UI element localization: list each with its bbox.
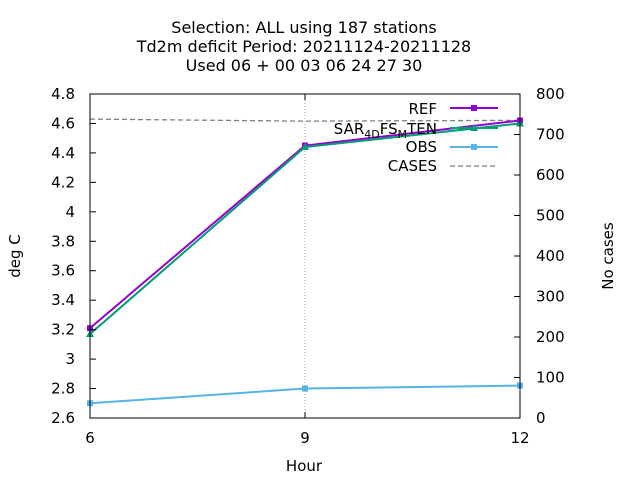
title-line-3: Used 06 + 00 03 06 24 27 30 [186, 56, 423, 75]
y-tick-label: 4.8 [51, 85, 75, 103]
y2-axis-label: No cases [599, 222, 617, 290]
legend-sar-fs: FS [380, 120, 398, 138]
plot-area [86, 117, 524, 407]
legend-sar-sub-4: 4 [364, 128, 371, 141]
y-axis-label: deg C [6, 234, 24, 278]
legend-label-ref: REF [408, 100, 437, 118]
y-tick-label: 3.2 [51, 321, 75, 339]
legend-marker-ref [471, 105, 477, 111]
y2-axis-tick-labels: 0 100 200 300 400 500 600 700 800 [536, 85, 565, 427]
y-tick-label: 2.6 [51, 409, 75, 427]
legend-label-obs: OBS [406, 138, 437, 156]
y2-tick-label: 600 [536, 166, 565, 184]
y2-tick-label: 800 [536, 85, 565, 103]
y2-tick-label: 100 [536, 369, 565, 387]
legend-label-cases: CASES [388, 157, 437, 175]
y-tick-label: 4.2 [51, 173, 75, 191]
y-tick-label: 3.6 [51, 262, 75, 280]
y-tick-label: 4 [65, 203, 75, 221]
legend-label-sar: SAR4DFSMTEN [334, 120, 437, 141]
legend-marker-obs [471, 144, 477, 150]
legend-sar-sub-d: D [371, 128, 379, 141]
legend-marker-sar [470, 124, 478, 131]
y-tick-label: 3.4 [51, 291, 75, 309]
axis-ticks [89, 93, 521, 419]
x-axis-tick-labels: 6 9 12 [85, 429, 529, 447]
y2-tick-label: 700 [536, 126, 565, 144]
y2-tick-label: 500 [536, 207, 565, 225]
y-axis-tick-labels: 2.6 2.8 3 3.2 3.4 3.6 3.8 4 4.2 4.4 4.6 4.8 [51, 85, 75, 427]
x-tick-label: 9 [300, 429, 310, 447]
legend-sar-sub-m: M [398, 128, 408, 141]
series-line-sar [89, 122, 521, 335]
legend-sar-ten: TEN [406, 120, 437, 138]
title-line-1: Selection: ALL using 187 stations [171, 18, 436, 37]
legend-sar-part: SAR [334, 120, 364, 138]
y-tick-label: 4.4 [51, 144, 75, 162]
x-tick-label: 12 [510, 429, 529, 447]
x-axis-label: Hour [286, 457, 323, 475]
x-tick-label: 6 [85, 429, 95, 447]
y-tick-label: 3.8 [51, 232, 75, 250]
y-tick-label: 2.8 [51, 380, 75, 398]
data-point-obs [302, 385, 308, 392]
legend: REF SAR4DFSMTEN OBS CASES [334, 100, 498, 175]
y-tick-label: 3 [65, 350, 75, 368]
y2-tick-label: 400 [536, 247, 565, 265]
y2-tick-label: 200 [536, 328, 565, 346]
data-point-sar [301, 143, 309, 151]
y-tick-label: 4.6 [51, 114, 75, 132]
y2-tick-label: 300 [536, 288, 565, 306]
title-line-2: Td2m deficit Period: 20211124-20211128 [136, 37, 471, 56]
chart-title: Selection: ALL using 187 stations Td2m d… [136, 18, 471, 75]
y2-tick-label: 0 [536, 409, 546, 427]
series-line-cases [89, 118, 521, 122]
